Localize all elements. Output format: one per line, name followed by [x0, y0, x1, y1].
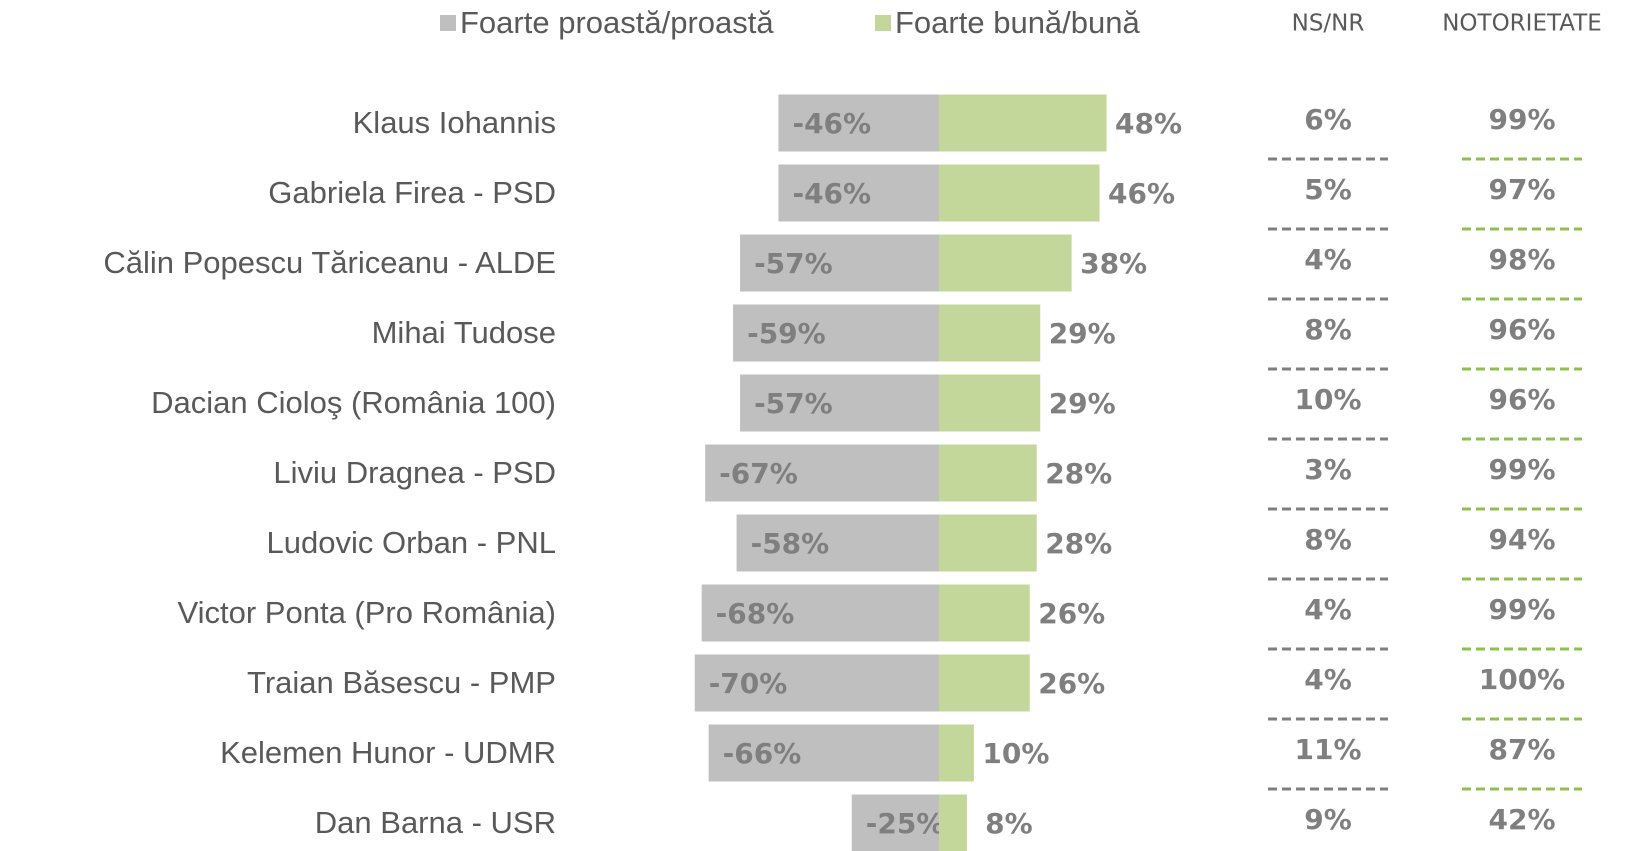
category-label: Klaus Iohannis	[353, 105, 556, 140]
column-value: 4%	[1304, 663, 1352, 696]
value-label: 48%	[1115, 107, 1182, 140]
bar	[939, 724, 974, 782]
value-label: -58%	[751, 527, 830, 560]
bar	[705, 444, 939, 502]
bar	[694, 654, 939, 712]
column-value: 10%	[1294, 383, 1361, 416]
column-value: 4%	[1304, 243, 1352, 276]
category-label: Gabriela Firea - PSD	[268, 175, 556, 210]
value-label: -46%	[792, 177, 871, 210]
column-value: 4%	[1304, 593, 1352, 626]
category-label: Traian Băsescu - PMP	[247, 665, 556, 700]
category-label: Victor Ponta (Pro România)	[178, 595, 556, 630]
bar	[778, 164, 939, 222]
bar	[851, 794, 939, 851]
column-value: 94%	[1488, 523, 1555, 556]
bar	[939, 304, 1041, 362]
value-label: -67%	[719, 457, 798, 490]
column-value: 97%	[1488, 173, 1555, 206]
column-value: 96%	[1488, 313, 1555, 346]
legend-label: Foarte bună/bună	[895, 5, 1141, 40]
bar	[708, 724, 939, 782]
column-header: NS/NR	[1292, 11, 1365, 37]
legend-label: Foarte proastă/proastă	[460, 5, 774, 40]
column-value: 42%	[1488, 803, 1555, 836]
category-label: Dan Barna - USR	[315, 805, 556, 840]
category-label: Liviu Dragnea - PSD	[273, 455, 556, 490]
column-value: 6%	[1304, 103, 1352, 136]
column-value: 99%	[1488, 103, 1555, 136]
value-label: -68%	[716, 597, 795, 630]
column-value: 8%	[1304, 523, 1352, 556]
value-label: 46%	[1108, 177, 1175, 210]
column-value: 96%	[1488, 383, 1555, 416]
bar	[939, 444, 1037, 502]
value-label: 29%	[1049, 387, 1116, 420]
column-value: 87%	[1488, 733, 1555, 766]
column-value: 3%	[1304, 453, 1352, 486]
value-label: -59%	[747, 317, 826, 350]
bar	[939, 374, 1041, 432]
value-label: 8%	[985, 807, 1033, 840]
value-label: -70%	[709, 667, 788, 700]
column-value: 99%	[1488, 593, 1555, 626]
value-label: -25%	[866, 807, 945, 840]
bar	[939, 234, 1072, 292]
category-label: Ludovic Orban - PNL	[267, 525, 556, 560]
bar	[939, 794, 967, 851]
bar	[733, 304, 939, 362]
bar	[939, 164, 1100, 222]
value-label: 29%	[1049, 317, 1116, 350]
column-header: NOTORIETATE	[1442, 11, 1602, 37]
column-value: 99%	[1488, 453, 1555, 486]
value-label: 28%	[1045, 457, 1112, 490]
column-value: 98%	[1488, 243, 1555, 276]
category-label: Kelemen Hunor - UDMR	[220, 735, 556, 770]
bar	[701, 584, 939, 642]
bar	[939, 514, 1037, 572]
legend-swatch	[440, 15, 456, 31]
bar	[740, 374, 939, 432]
column-value: 8%	[1304, 313, 1352, 346]
bar	[939, 94, 1107, 152]
column-value: 11%	[1294, 733, 1361, 766]
bar	[736, 514, 939, 572]
column-value: 100%	[1479, 663, 1566, 696]
bar	[939, 654, 1030, 712]
bar	[740, 234, 939, 292]
legend-swatch	[875, 15, 891, 31]
value-label: -57%	[754, 247, 833, 280]
category-label: Călin Popescu Tăriceanu - ALDE	[103, 245, 556, 280]
category-label: Mihai Tudose	[372, 315, 556, 350]
bar	[778, 94, 939, 152]
value-label: -46%	[792, 107, 871, 140]
column-value: 9%	[1304, 803, 1352, 836]
category-label: Dacian Cioloş (România 100)	[151, 385, 556, 420]
value-label: 26%	[1038, 667, 1105, 700]
value-label: 28%	[1045, 527, 1112, 560]
value-label: -66%	[723, 737, 802, 770]
column-value: 5%	[1304, 173, 1352, 206]
value-label: 26%	[1038, 597, 1105, 630]
value-label: 10%	[982, 737, 1049, 770]
bar	[939, 584, 1030, 642]
value-label: -57%	[754, 387, 833, 420]
value-label: 38%	[1080, 247, 1147, 280]
